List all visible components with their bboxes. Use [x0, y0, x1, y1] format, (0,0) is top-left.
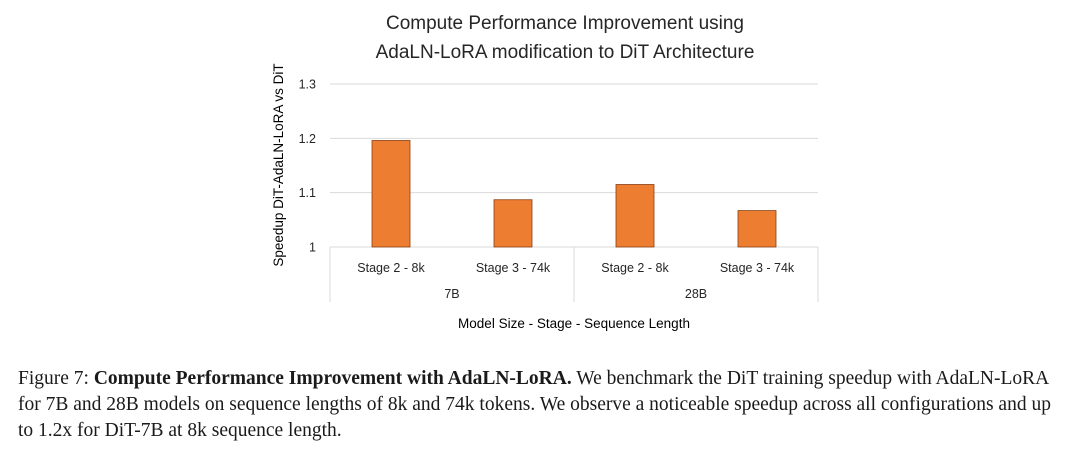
chart: Compute Performance Improvement using Ad…: [271, 13, 819, 331]
x-tick-label: Stage 3 - 74k: [720, 261, 795, 275]
group-label: 7B: [444, 287, 459, 301]
x-axis: Stage 2 - 8k Stage 3 - 74k Stage 2 - 8k Sta…: [329, 247, 819, 302]
y-tick-label: 1.3: [299, 78, 316, 92]
bars: [371, 140, 777, 248]
caption-prefix: Figure 7:: [18, 368, 94, 389]
y-tick-label: 1.2: [299, 132, 316, 146]
x-tick-label: Stage 2 - 8k: [601, 261, 669, 275]
bar: [371, 140, 411, 248]
y-tick-label: 1.1: [299, 186, 316, 200]
bar: [493, 199, 533, 248]
x-tick-label: Stage 2 - 8k: [357, 261, 425, 275]
caption-bold-title: Compute Performance Improvement with Ada…: [93, 368, 572, 389]
chart-title-line-2: AdaLN-LoRA modification to DiT Architect…: [376, 42, 755, 63]
figure-caption: Figure 7: Compute Performance Improvemen…: [18, 366, 1063, 444]
bar: [615, 184, 655, 248]
x-axis-title: Model Size - Stage - Sequence Length: [458, 316, 690, 331]
y-axis-title: Speedup DiT-AdaLN-LoRA vs DiT: [271, 63, 286, 266]
y-tick-labels: 1 1.1 1.2 1.3: [299, 78, 316, 255]
bar: [737, 210, 777, 248]
caption-text: We benchmark the DiT training speedup wi…: [18, 368, 1051, 441]
group-label: 28B: [685, 287, 707, 301]
x-tick-label: Stage 3 - 74k: [476, 261, 551, 275]
y-tick-label: 1: [309, 241, 316, 255]
chart-title-line-1: Compute Performance Improvement using: [386, 13, 744, 34]
